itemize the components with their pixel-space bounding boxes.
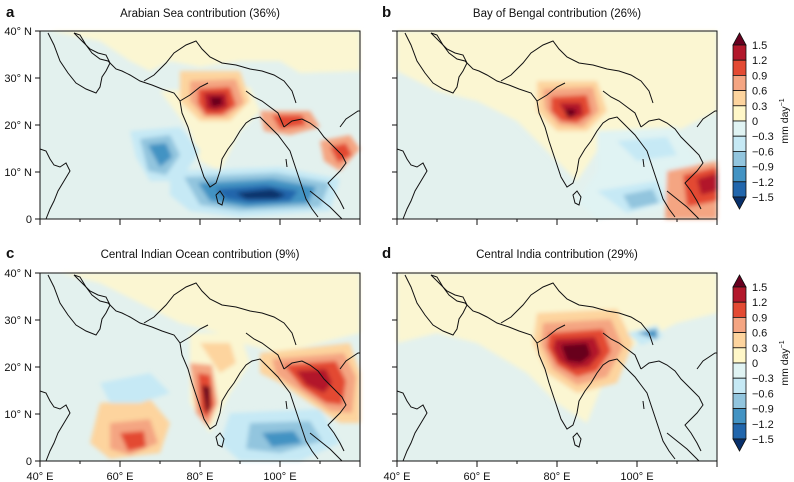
- lat-tick-label: 0: [26, 456, 32, 468]
- colorbar-label: 1.2: [752, 297, 767, 309]
- lat-tick-label: 20° N: [4, 120, 32, 132]
- colorbar-swatch: [732, 135, 747, 152]
- lon-tick-label: 100° E: [263, 471, 296, 482]
- colorbar-swatch: [732, 150, 747, 167]
- colorbar-label: 0.9: [752, 312, 767, 324]
- colorbar-min-triangle: [732, 196, 747, 210]
- colorbar-label: −0.3: [752, 131, 774, 143]
- colorbar-swatch: [732, 44, 747, 61]
- colorbar-label: −0.3: [752, 373, 774, 385]
- colorbar-swatch: [732, 377, 747, 394]
- colorbar-swatch: [732, 423, 747, 440]
- colorbar-label: 0.9: [752, 70, 767, 82]
- panel-titles: a Arabian Sea contribution (36%) b Bay o…: [6, 4, 641, 262]
- lat-tick-label: 20° N: [4, 362, 32, 374]
- axis-ticks: 40° N 30° N 20° N 10° N 0 40° N 30° N 20° N 10° …: [4, 26, 718, 482]
- lon-tick-label: 80° E: [543, 471, 570, 482]
- colorbar-swatch: [732, 105, 747, 122]
- colorbar-label: −0.9: [752, 162, 774, 174]
- colorbar-max-triangle: [732, 32, 747, 46]
- lon-tick-label: 100° E: [620, 471, 653, 482]
- colorbar-unit: mm day−1: [779, 98, 791, 143]
- colorbar-top: 1.5 1.2 0.9 0.6 0.3 0 −0.3 −0.6 −0.9 −1.2 −1.5 mm d…: [732, 32, 791, 210]
- lon-tick-label: 40° E: [26, 471, 53, 482]
- panel-c: [39, 272, 361, 462]
- colorbar-swatch: [732, 181, 747, 198]
- colorbar-label: 1.5: [752, 40, 767, 52]
- lat-tick-label: 10° N: [4, 409, 32, 421]
- colorbar-max-triangle: [732, 274, 747, 288]
- colorbar-swatch: [732, 332, 747, 349]
- lon-tick-label: 60° E: [106, 471, 133, 482]
- colorbar-label: −1.5: [752, 192, 774, 204]
- colorbar-label: −0.9: [752, 404, 774, 416]
- colorbar-label: −0.6: [752, 146, 774, 158]
- lat-tick-label: 30° N: [4, 315, 32, 327]
- panel-b: [396, 30, 718, 220]
- colorbar-label: 0.3: [752, 343, 767, 355]
- panel-d: [396, 272, 718, 462]
- lon-tick-label: 80° E: [186, 471, 213, 482]
- panel-title-b: Bay of Bengal contribution (26%): [473, 8, 641, 20]
- lon-tick-label: 40° E: [383, 471, 410, 482]
- colorbar-swatch: [732, 166, 747, 183]
- colorbar-label: 1.2: [752, 55, 767, 67]
- colorbar-label: −1.2: [752, 419, 774, 431]
- panel-a: [39, 30, 361, 220]
- panel-letter-a: a: [6, 4, 15, 21]
- lat-tick-label: 10° N: [4, 167, 32, 179]
- lat-tick-label: 40° N: [4, 26, 32, 38]
- colorbar-label: −1.5: [752, 434, 774, 446]
- colorbar-swatch: [732, 59, 747, 76]
- colorbar-swatch: [732, 347, 747, 364]
- colorbar-label: −1.2: [752, 177, 774, 189]
- panel-letter-c: c: [6, 245, 14, 262]
- colorbar-swatch: [732, 120, 747, 137]
- colorbar-swatch: [732, 301, 747, 318]
- lat-tick-label: 40° N: [4, 268, 32, 280]
- colorbar-swatch: [732, 316, 747, 333]
- panel-title-a: Arabian Sea contribution (36%): [120, 8, 280, 20]
- lat-tick-label: 30° N: [4, 73, 32, 85]
- colorbar-swatch: [732, 408, 747, 425]
- colorbar-swatch: [732, 75, 747, 92]
- colorbar-swatch: [732, 286, 747, 303]
- colorbar-label: 0.3: [752, 101, 767, 113]
- colorbar-label: 0: [752, 358, 758, 370]
- colorbar-label: −0.6: [752, 388, 774, 400]
- colorbar-label: 0.6: [752, 86, 767, 98]
- colorbar-label: 0: [752, 116, 758, 128]
- colorbar-label: 0.6: [752, 328, 767, 340]
- colorbar-swatch: [732, 90, 747, 107]
- lon-tick-label: 60° E: [463, 471, 490, 482]
- lat-tick-label: 0: [26, 214, 32, 226]
- colorbar-swatch: [732, 392, 747, 409]
- panel-title-c: Central Indian Ocean contribution (9%): [101, 249, 300, 261]
- colorbar-swatch: [732, 362, 747, 379]
- panel-title-d: Central India contribution (29%): [476, 249, 638, 261]
- panel-letter-b: b: [382, 4, 391, 21]
- colorbar-unit: mm day−1: [779, 340, 791, 385]
- panel-letter-d: d: [382, 245, 391, 262]
- colorbar-label: 1.5: [752, 282, 767, 294]
- colorbar-min-triangle: [732, 438, 747, 452]
- colorbar-bottom: 1.5 1.2 0.9 0.6 0.3 0 −0.3 −0.6 −0.9 −1.2 −1.5 mm d…: [732, 274, 791, 452]
